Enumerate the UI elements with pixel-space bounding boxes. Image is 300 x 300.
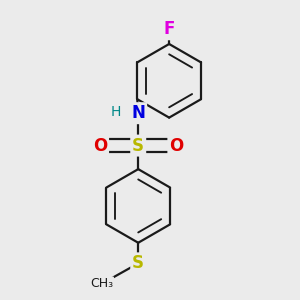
Text: O: O — [169, 136, 184, 154]
Text: F: F — [164, 20, 175, 38]
Text: H: H — [111, 105, 121, 119]
Text: CH₃: CH₃ — [90, 278, 113, 290]
Text: S: S — [132, 254, 144, 272]
Text: S: S — [132, 136, 144, 154]
Text: O: O — [93, 136, 107, 154]
Text: N: N — [131, 104, 145, 122]
